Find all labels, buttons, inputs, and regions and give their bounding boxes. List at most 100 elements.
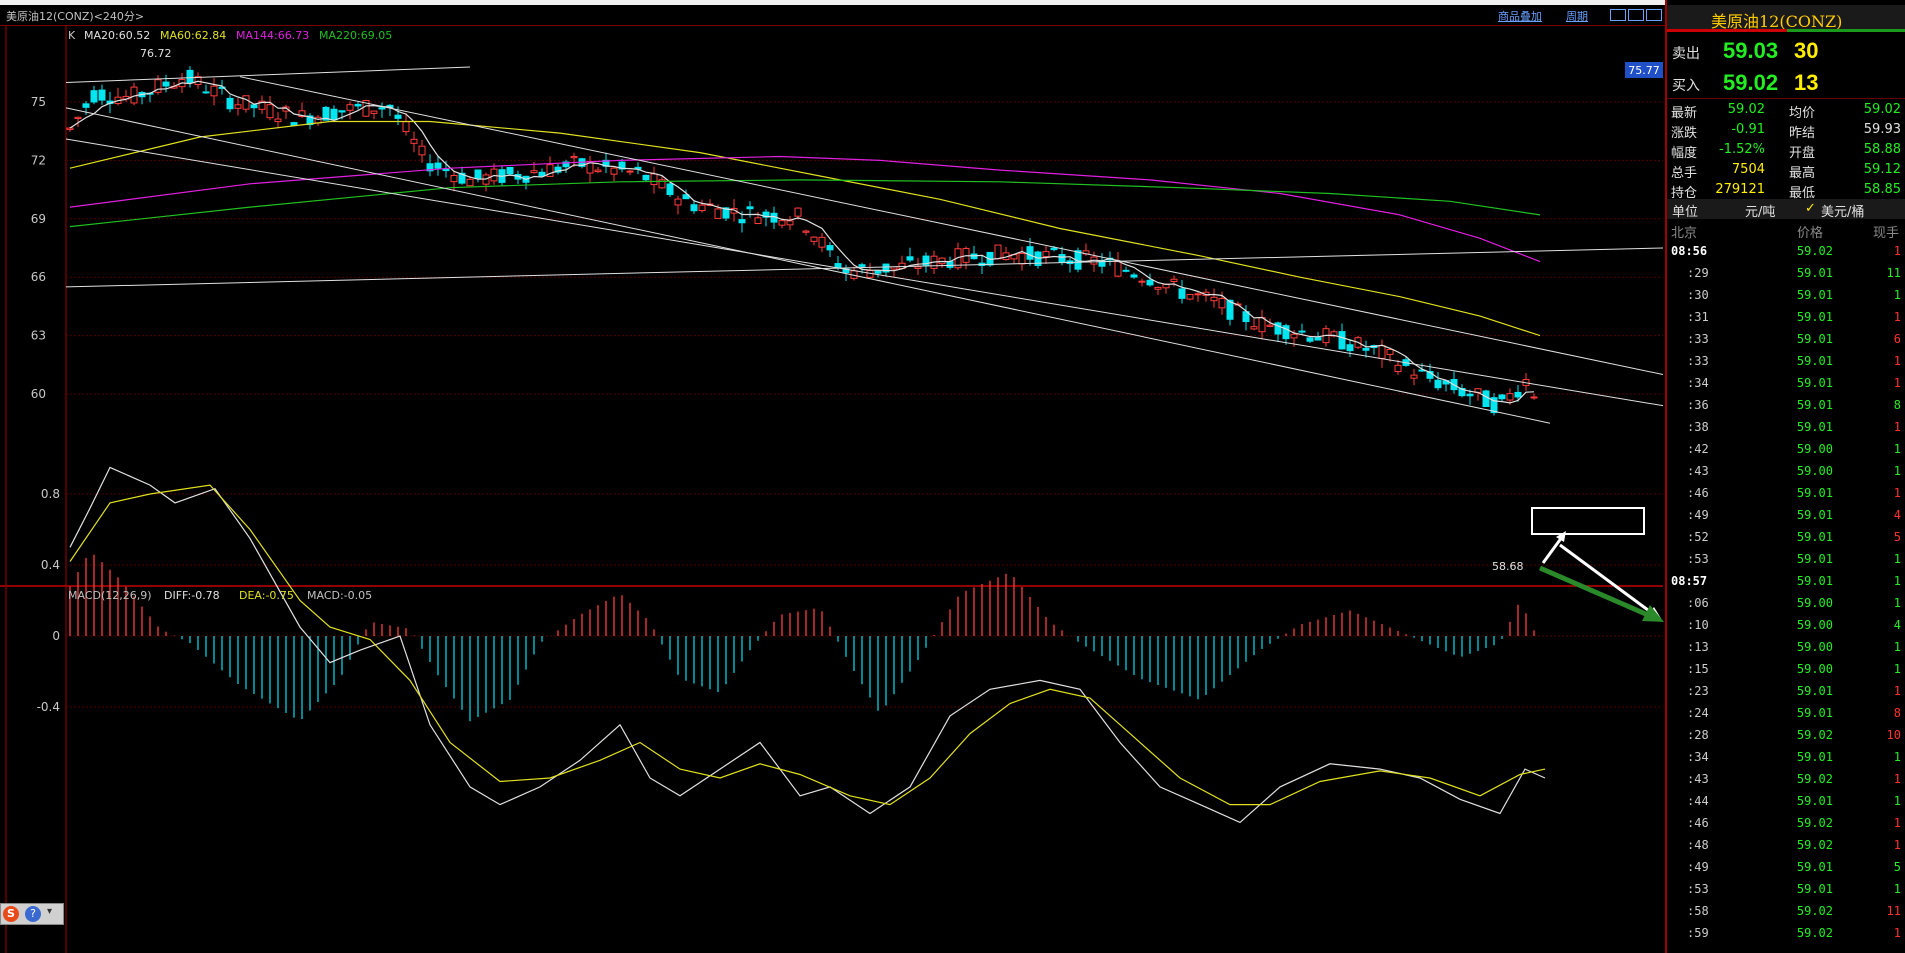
candle-body bbox=[810, 236, 818, 242]
candle-body bbox=[1050, 247, 1058, 251]
tick-row[interactable]: :48 59.02 1 bbox=[1667, 835, 1905, 857]
candle-body bbox=[1154, 286, 1162, 290]
tick-row[interactable]: 08:57 59.01 1 bbox=[1667, 571, 1905, 593]
ma20-line bbox=[69, 80, 1535, 404]
candle-body bbox=[802, 230, 810, 233]
help-icon[interactable]: ? bbox=[25, 906, 41, 922]
period-link[interactable]: 周期 bbox=[1566, 10, 1588, 23]
tick-row[interactable]: :49 59.01 4 bbox=[1667, 505, 1905, 527]
tick-row[interactable]: :43 59.00 1 bbox=[1667, 461, 1905, 483]
tick-row[interactable]: :36 59.01 8 bbox=[1667, 395, 1905, 417]
candle-body bbox=[1338, 331, 1346, 350]
tick-row[interactable]: :13 59.00 1 bbox=[1667, 637, 1905, 659]
candle-body bbox=[690, 204, 698, 212]
top-strip bbox=[0, 0, 1665, 5]
candle-body bbox=[650, 173, 658, 186]
dropdown-icon[interactable]: ▾ bbox=[47, 906, 53, 917]
unit-cny-option[interactable]: 元/吨 bbox=[1745, 205, 1776, 220]
candle-body bbox=[946, 261, 954, 268]
stat-value: 59.02 bbox=[1727, 102, 1765, 117]
tick-row[interactable]: :30 59.01 1 bbox=[1667, 285, 1905, 307]
tick-row[interactable]: :34 59.01 1 bbox=[1667, 747, 1905, 769]
ime-toolbar[interactable]: S ? ▾ bbox=[0, 903, 64, 925]
tick-row[interactable]: :43 59.02 1 bbox=[1667, 769, 1905, 791]
green-arrow bbox=[1539, 565, 1649, 618]
tick-row[interactable]: :34 59.01 1 bbox=[1667, 373, 1905, 395]
candle-body bbox=[370, 110, 378, 114]
candle-body bbox=[778, 220, 786, 226]
tick-row[interactable]: :42 59.00 1 bbox=[1667, 439, 1905, 461]
stat-label: 持仓 bbox=[1671, 186, 1698, 201]
candle-body bbox=[410, 138, 418, 144]
candle-body bbox=[338, 110, 346, 113]
tick-row[interactable]: :15 59.00 1 bbox=[1667, 659, 1905, 681]
tick-header-time: 北京 bbox=[1671, 226, 1698, 241]
tick-row[interactable]: :53 59.01 1 bbox=[1667, 879, 1905, 901]
ask-row[interactable]: 卖出 59.03 30 bbox=[1667, 36, 1905, 66]
candle-body bbox=[610, 167, 618, 175]
candle-body bbox=[730, 207, 738, 214]
tick-row[interactable]: :46 59.02 1 bbox=[1667, 813, 1905, 835]
stat-value: 59.93 bbox=[1863, 122, 1901, 137]
tick-row[interactable]: :46 59.01 1 bbox=[1667, 483, 1905, 505]
sogou-ime-icon[interactable]: S bbox=[3, 906, 19, 922]
candle-body bbox=[626, 170, 634, 173]
tick-time: :33 bbox=[1687, 354, 1709, 368]
unit-usd-option[interactable]: 美元/桶 bbox=[1821, 205, 1865, 220]
candle-body bbox=[282, 106, 290, 112]
unit-selector[interactable]: 单位 元/吨 ✓ 美元/桶 bbox=[1667, 199, 1905, 220]
chart-title-bar: 美原油12(CONZ)<240分> 商品叠加 周期 bbox=[0, 5, 1665, 26]
candle-body bbox=[258, 100, 266, 110]
candle-body bbox=[1290, 333, 1298, 339]
chart-title: 美原油12(CONZ)<240分> bbox=[6, 10, 145, 23]
stat-label: 最高 bbox=[1789, 166, 1816, 181]
tick-row[interactable]: :31 59.01 1 bbox=[1667, 307, 1905, 329]
candle-body bbox=[266, 104, 274, 119]
overlay-commodity-link[interactable]: 商品叠加 bbox=[1498, 10, 1542, 23]
tick-row[interactable]: :44 59.01 1 bbox=[1667, 791, 1905, 813]
stat-label: 开盘 bbox=[1789, 146, 1816, 161]
tick-row[interactable]: :24 59.01 8 bbox=[1667, 703, 1905, 725]
tick-volume: 8 bbox=[1893, 398, 1901, 412]
kline-legend-prefix: K bbox=[68, 29, 76, 42]
kline-chart-area[interactable]: 75 72 69 66 63 60 0.8 0.4 0 -0.4 K MA20:60.52 MA60:6… bbox=[0, 25, 1665, 953]
tick-volume: 1 bbox=[1893, 794, 1901, 808]
bid-row[interactable]: 买入 59.02 13 bbox=[1667, 68, 1905, 98]
candle-body bbox=[746, 206, 754, 210]
layout-buttons[interactable] bbox=[1610, 9, 1664, 24]
quote-stat-row: 涨跌 -0.91 昨结 59.93 bbox=[1667, 120, 1905, 141]
tick-time: :49 bbox=[1687, 860, 1709, 874]
tick-row[interactable]: :59 59.02 1 bbox=[1667, 923, 1905, 945]
tick-row[interactable]: :33 59.01 6 bbox=[1667, 329, 1905, 351]
stat-value: 7504 bbox=[1731, 162, 1765, 177]
tick-price: 59.01 bbox=[1796, 684, 1833, 698]
quote-stat-row: 最新 59.02 均价 59.02 bbox=[1667, 100, 1905, 121]
high-price-label: 76.72 bbox=[140, 47, 172, 60]
tick-row[interactable]: :53 59.01 1 bbox=[1667, 549, 1905, 571]
tick-row[interactable]: :52 59.01 5 bbox=[1667, 527, 1905, 549]
tick-row[interactable]: :23 59.01 1 bbox=[1667, 681, 1905, 703]
tick-price: 59.02 bbox=[1796, 816, 1833, 830]
tick-row[interactable]: :33 59.01 1 bbox=[1667, 351, 1905, 373]
tick-volume: 1 bbox=[1893, 552, 1901, 566]
tick-row[interactable]: :38 59.01 1 bbox=[1667, 417, 1905, 439]
tick-row[interactable]: :06 59.00 1 bbox=[1667, 593, 1905, 615]
tick-row[interactable]: 08:56 59.02 1 bbox=[1667, 241, 1905, 263]
tick-row[interactable]: :29 59.01 11 bbox=[1667, 263, 1905, 285]
tick-row[interactable]: :58 59.02 11 bbox=[1667, 901, 1905, 923]
ask-label: 卖出 bbox=[1672, 46, 1700, 62]
macd-tick-label: 0 bbox=[52, 629, 60, 643]
candle-body bbox=[722, 207, 730, 219]
ma220-line bbox=[69, 179, 1541, 228]
candle-body bbox=[1122, 269, 1130, 272]
tick-time: :42 bbox=[1687, 442, 1709, 456]
candle-body bbox=[234, 104, 242, 109]
trendline bbox=[65, 66, 471, 84]
tick-row[interactable]: :49 59.01 5 bbox=[1667, 857, 1905, 879]
tick-row[interactable]: :10 59.00 4 bbox=[1667, 615, 1905, 637]
tick-price: 59.01 bbox=[1796, 332, 1833, 346]
tick-price: 59.00 bbox=[1796, 442, 1833, 456]
tick-row[interactable]: :28 59.02 10 bbox=[1667, 725, 1905, 747]
tick-price: 59.01 bbox=[1796, 354, 1833, 368]
ma-legend-item: MA220:69.05 bbox=[319, 29, 392, 42]
